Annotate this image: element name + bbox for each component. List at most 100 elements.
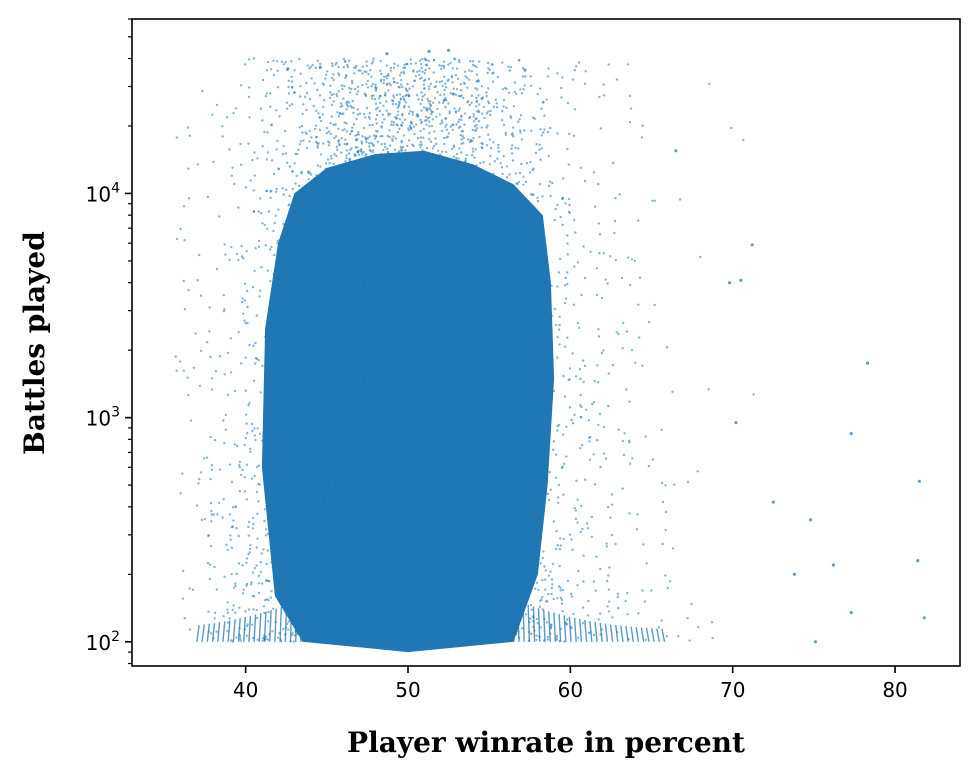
- scatter-point: [390, 372, 393, 375]
- scatter-point: [334, 274, 338, 277]
- scatter-point: [209, 632, 213, 635]
- scatter-point: [472, 112, 475, 116]
- scatter-point: [317, 510, 320, 513]
- scatter-point: [573, 506, 576, 510]
- scatter-point: [512, 582, 515, 586]
- scatter-point: [391, 99, 394, 102]
- scatter-point: [179, 492, 182, 495]
- scatter-point: [402, 434, 405, 438]
- scatter-point: [402, 72, 406, 75]
- scatter-point: [356, 188, 359, 192]
- scatter-point: [404, 301, 407, 304]
- scatter-point: [373, 451, 377, 455]
- scatter-point: [485, 91, 488, 94]
- scatter-point: [233, 443, 236, 446]
- scatter-point: [442, 339, 446, 342]
- scatter-point: [472, 431, 476, 435]
- scatter-point: [397, 268, 400, 271]
- scatter-point: [389, 514, 392, 518]
- scatter-point: [459, 174, 462, 178]
- scatter-point: [364, 116, 367, 119]
- scatter-point: [425, 586, 429, 589]
- scatter-point: [464, 384, 468, 387]
- scatter-point: [421, 561, 424, 564]
- scatter-point: [453, 515, 456, 518]
- scatter-point: [342, 240, 345, 244]
- scatter-point: [392, 322, 395, 326]
- scatter-point: [368, 226, 372, 229]
- scatter-point: [292, 398, 295, 401]
- scatter-point: [486, 541, 489, 545]
- scatter-point: [363, 258, 366, 261]
- scatter-point: [317, 414, 320, 418]
- scatter-point: [362, 530, 365, 534]
- scatter-point: [297, 431, 300, 434]
- scatter-point: [343, 121, 346, 124]
- scatter-point: [599, 465, 602, 469]
- scatter-point: [435, 115, 438, 119]
- scatter-point: [456, 230, 460, 233]
- scatter-point: [510, 147, 513, 150]
- scatter-point: [286, 558, 289, 561]
- scatter-point: [448, 458, 452, 462]
- scatter-point: [342, 378, 345, 381]
- scatter-point: [459, 441, 462, 444]
- scatter-point: [370, 557, 374, 561]
- scatter-point: [407, 248, 410, 251]
- scatter-point: [368, 167, 371, 170]
- scatter-point: [324, 256, 327, 259]
- scatter-point: [388, 411, 391, 414]
- scatter-point: [432, 534, 435, 538]
- scatter-point: [280, 496, 284, 500]
- scatter-point: [374, 195, 377, 199]
- scatter-point: [292, 609, 295, 612]
- scatter-point: [593, 483, 597, 486]
- scatter-point: [711, 636, 714, 640]
- scatter-point: [546, 130, 550, 134]
- scatter-point: [552, 597, 555, 601]
- scatter-point: [351, 374, 355, 377]
- scatter-point: [322, 427, 325, 430]
- scatter-point: [418, 143, 421, 146]
- scatter-point: [432, 258, 436, 261]
- scatter-point: [473, 234, 477, 237]
- scatter-point: [244, 610, 247, 613]
- scatter-point: [385, 254, 388, 257]
- scatter-point: [453, 457, 456, 460]
- scatter-point: [409, 347, 412, 350]
- scatter-point: [417, 596, 420, 599]
- scatter-point: [550, 284, 553, 287]
- scatter-point: [504, 490, 507, 493]
- scatter-point: [421, 95, 424, 98]
- scatter-point: [538, 182, 541, 186]
- scatter-point: [448, 361, 452, 365]
- scatter-point: [462, 383, 466, 386]
- scatter-point: [427, 245, 431, 248]
- scatter-point: [535, 617, 539, 621]
- scatter-point: [366, 331, 369, 334]
- scatter-point: [316, 472, 319, 475]
- scatter-point: [549, 627, 553, 630]
- scatter-point: [309, 65, 312, 69]
- scatter-point: [304, 550, 308, 553]
- scatter-point: [472, 567, 476, 570]
- scatter-point: [503, 391, 506, 394]
- scatter-point: [314, 458, 317, 461]
- scatter-point: [413, 132, 416, 136]
- scatter-point: [376, 168, 379, 172]
- scatter-point: [469, 257, 472, 260]
- scatter-point: [325, 405, 329, 409]
- scatter-point: [423, 285, 426, 288]
- scatter-point: [406, 144, 409, 148]
- scatter-point: [340, 349, 344, 352]
- scatter-point: [513, 383, 516, 386]
- scatter-point: [265, 158, 269, 161]
- scatter-point: [476, 381, 479, 385]
- scatter-point: [374, 525, 378, 528]
- scatter-point: [332, 78, 335, 82]
- scatter-point: [291, 292, 294, 295]
- scatter-point: [405, 606, 409, 609]
- scatter-point: [562, 374, 565, 378]
- scatter-point: [538, 285, 541, 288]
- scatter-point: [241, 300, 244, 304]
